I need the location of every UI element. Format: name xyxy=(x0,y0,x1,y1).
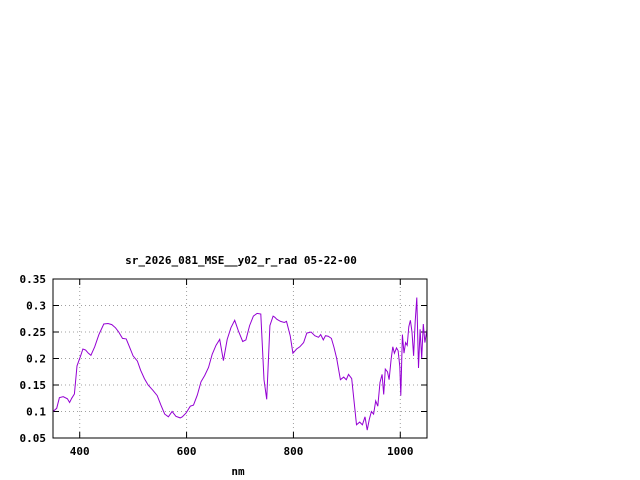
plot-frame xyxy=(52,278,428,439)
x-tick-label: 400 xyxy=(70,445,90,458)
x-tick-label: 1000 xyxy=(387,445,414,458)
x-tick-label: 800 xyxy=(283,445,303,458)
y-tick-label: 0.05 xyxy=(20,432,47,445)
y-tick-label: 0.25 xyxy=(20,326,47,339)
y-tick-label: 0.1 xyxy=(26,406,46,419)
chart-title: sr_2026_081_MSE__y02_r_rad 05-22-00 xyxy=(125,254,357,267)
y-tick-label: 0.15 xyxy=(20,379,47,392)
y-tick-label: 0.2 xyxy=(26,353,46,366)
series-line xyxy=(52,297,428,431)
y-tick-label: 0.3 xyxy=(26,300,46,313)
x-axis-label: nm xyxy=(231,465,245,478)
y-tick-label: 0.35 xyxy=(20,273,47,286)
x-tick-label: 600 xyxy=(177,445,197,458)
axis-ticks: 0.05 0.1 0.15 0.2 0.25 0.3 0.35 400 600 800 1000 xyxy=(20,273,427,458)
